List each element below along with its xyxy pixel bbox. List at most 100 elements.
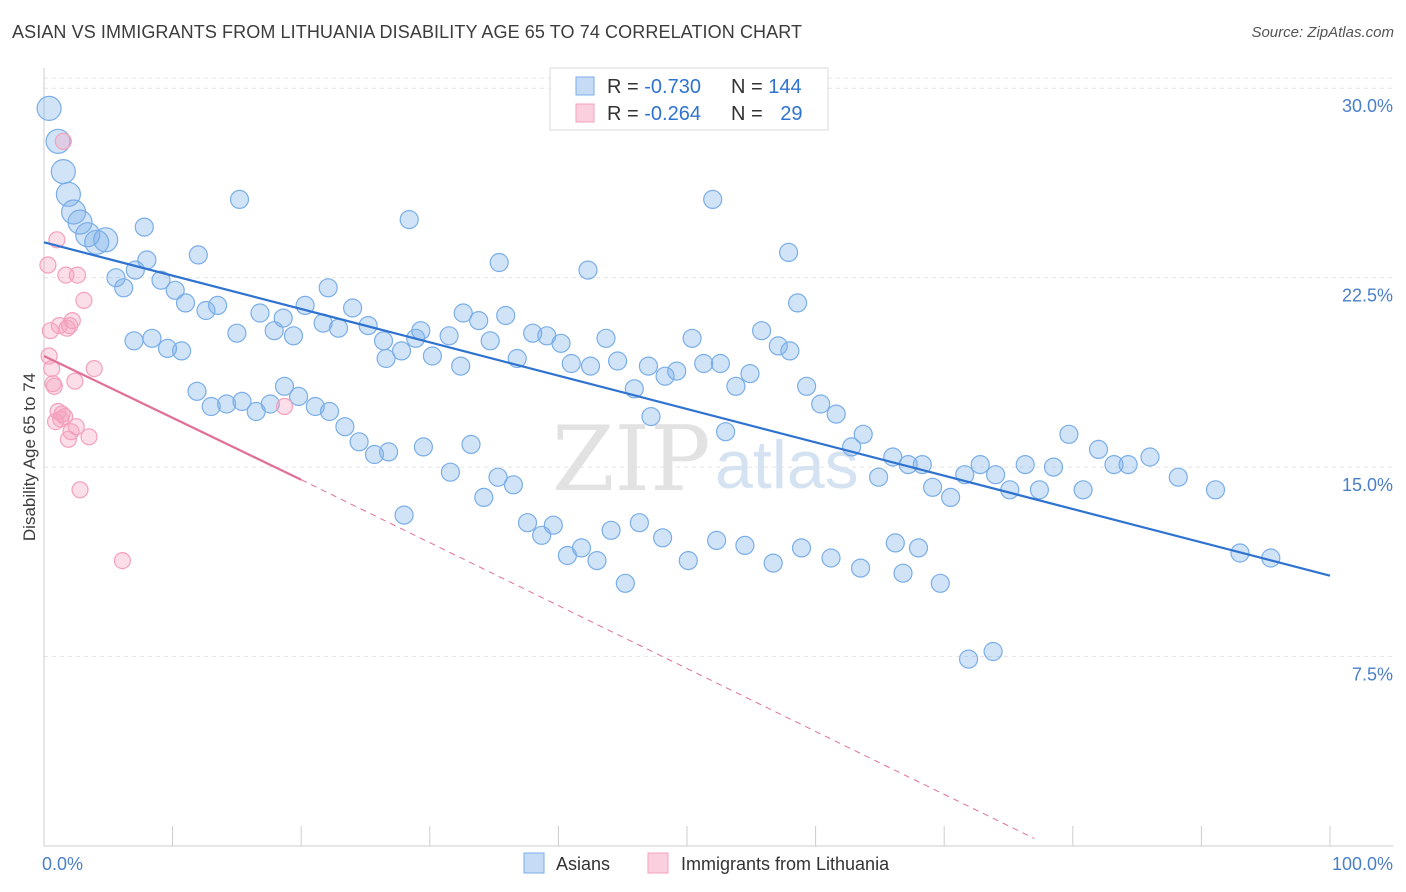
series-0-points xyxy=(36,95,1281,669)
point-asians-76 xyxy=(922,477,943,497)
legend-n-label-2: N = xyxy=(731,103,768,125)
point-asians-8 xyxy=(93,227,119,253)
point-asians-130 xyxy=(678,550,698,571)
point-asians-102 xyxy=(232,391,252,411)
point-asians-41 xyxy=(422,346,442,366)
point-asians-88 xyxy=(1104,455,1124,475)
point-asians-82 xyxy=(1015,455,1035,475)
point-asians-72 xyxy=(868,467,889,487)
point-asians-13 xyxy=(399,210,419,230)
axes xyxy=(43,68,1393,847)
point-asians-0 xyxy=(36,95,62,122)
point-asians-18 xyxy=(787,293,808,313)
point-asians-84 xyxy=(1043,457,1064,477)
point-asians-99 xyxy=(187,381,207,401)
point-asians-101 xyxy=(217,394,237,414)
point-asians-28 xyxy=(227,323,247,343)
point-asians-45 xyxy=(480,331,500,351)
point-asians-125 xyxy=(587,550,607,571)
point-asians-51 xyxy=(561,353,581,374)
point-asians-19 xyxy=(106,268,126,288)
point-lithuania-17 xyxy=(75,291,93,309)
point-asians-59 xyxy=(682,328,702,348)
point-asians-139 xyxy=(958,649,979,669)
point-asians-65 xyxy=(768,336,788,356)
point-asians-87 xyxy=(1088,439,1109,459)
point-asians-54 xyxy=(607,351,628,371)
point-asians-114 xyxy=(413,437,433,457)
point-asians-36 xyxy=(343,298,363,318)
point-asians-62 xyxy=(726,376,746,396)
series-1-points xyxy=(39,132,294,570)
watermark-atlas: atlas xyxy=(715,427,859,503)
point-asians-124 xyxy=(571,538,592,558)
point-asians-32 xyxy=(283,326,304,346)
point-lithuania-16 xyxy=(71,481,89,499)
point-asians-106 xyxy=(289,386,309,406)
point-asians-60 xyxy=(694,353,714,374)
point-asians-117 xyxy=(474,487,494,507)
point-asians-100 xyxy=(201,396,221,417)
point-asians-113 xyxy=(394,505,414,525)
y-tick-label-1: 15.0% xyxy=(1342,475,1393,495)
point-asians-23 xyxy=(151,270,171,290)
point-asians-147 xyxy=(451,356,471,376)
point-asians-108 xyxy=(319,401,340,422)
point-asians-63 xyxy=(740,364,760,384)
point-asians-119 xyxy=(503,475,524,495)
point-asians-42 xyxy=(439,326,459,346)
chart-source: Source: ZipAtlas.com xyxy=(1251,24,1394,41)
y-tick-label-2: 22.5% xyxy=(1342,286,1393,306)
legend-r-value-1: -0.730 xyxy=(644,76,701,98)
point-asians-135 xyxy=(821,548,841,568)
point-asians-141 xyxy=(885,533,905,553)
point-lithuania-15 xyxy=(67,418,85,436)
point-asians-136 xyxy=(850,558,871,578)
series-legend-label-asians: Asians xyxy=(556,854,610,874)
point-asians-143 xyxy=(641,407,661,427)
point-lithuania-18 xyxy=(80,428,98,446)
y-tick-label-0: 7.5% xyxy=(1352,665,1393,685)
point-asians-64 xyxy=(751,321,772,341)
point-asians-31 xyxy=(273,308,293,328)
point-asians-5 xyxy=(67,209,93,235)
point-asians-15 xyxy=(578,260,598,280)
legend-frame xyxy=(549,67,829,131)
point-asians-77 xyxy=(940,487,961,507)
point-asians-71 xyxy=(853,424,873,444)
point-asians-14 xyxy=(489,252,509,273)
point-asians-145 xyxy=(376,348,396,369)
point-asians-46 xyxy=(496,305,516,326)
legend-swatch-asians xyxy=(575,76,595,96)
point-asians-112 xyxy=(379,442,399,462)
trend-line-1 xyxy=(43,354,302,481)
point-asians-50 xyxy=(551,333,571,353)
point-asians-27 xyxy=(208,295,228,315)
point-asians-81 xyxy=(1000,480,1020,500)
point-asians-20 xyxy=(114,278,134,298)
point-asians-9 xyxy=(134,217,154,237)
point-asians-131 xyxy=(706,530,727,551)
point-lithuania-25 xyxy=(62,423,80,441)
point-asians-58 xyxy=(667,361,687,381)
point-asians-90 xyxy=(1140,447,1160,467)
point-asians-89 xyxy=(1118,455,1138,475)
point-asians-44 xyxy=(469,311,489,331)
point-asians-67 xyxy=(796,376,817,396)
legend-n-label-1: N = xyxy=(731,76,768,98)
point-asians-24 xyxy=(165,280,185,300)
point-asians-29 xyxy=(250,303,270,323)
point-asians-68 xyxy=(811,394,831,414)
legend-r-label-2: R = xyxy=(607,103,644,125)
legend-row-1: R = -0.730 N = 144 xyxy=(607,76,802,98)
point-asians-79 xyxy=(970,455,990,475)
point-asians-95 xyxy=(124,331,144,351)
point-lithuania-26 xyxy=(68,266,87,284)
point-asians-26 xyxy=(196,300,216,321)
point-asians-69 xyxy=(826,404,846,424)
series-legend-swatch-lithuania xyxy=(647,852,669,874)
point-asians-52 xyxy=(580,356,601,376)
point-asians-48 xyxy=(523,323,543,343)
point-asians-98 xyxy=(172,341,192,361)
